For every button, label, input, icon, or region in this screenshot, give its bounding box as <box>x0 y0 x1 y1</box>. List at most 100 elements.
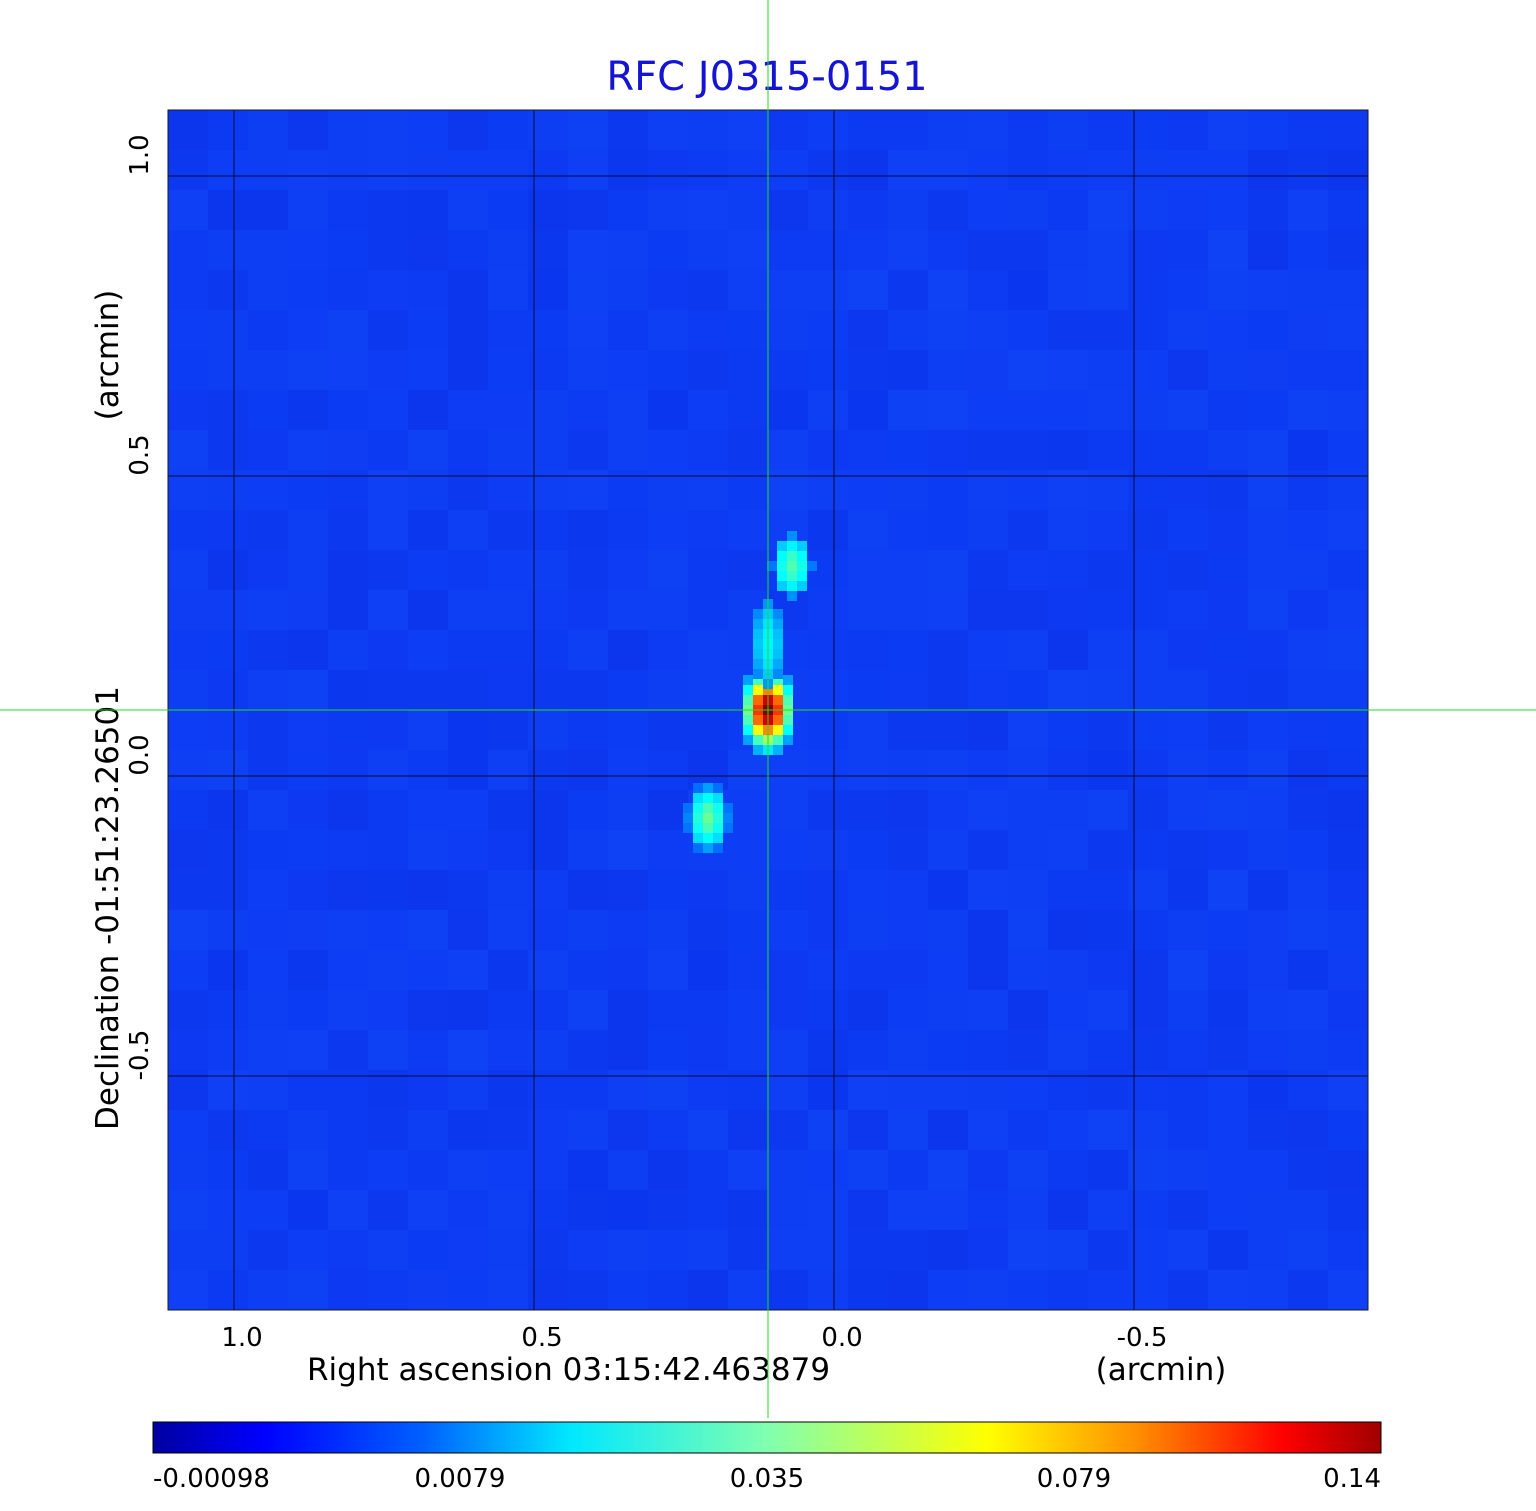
noise-cell <box>728 270 768 310</box>
noise-cell <box>168 1070 208 1110</box>
noise-cell <box>768 190 808 230</box>
noise-cell <box>808 790 848 830</box>
noise-cell <box>488 910 528 950</box>
noise-cell <box>648 1070 688 1110</box>
noise-cell <box>248 110 288 150</box>
noise-cell <box>208 1270 248 1310</box>
noise-cell <box>1168 110 1208 150</box>
noise-cell <box>848 790 888 830</box>
noise-cell <box>288 110 328 150</box>
source-pixel-core <box>773 725 783 735</box>
source-pixel-south-component <box>723 803 733 813</box>
noise-cell <box>688 1150 728 1190</box>
noise-cell <box>1248 830 1288 870</box>
noise-cell <box>568 1230 608 1270</box>
noise-cell <box>648 910 688 950</box>
source-pixel-south-component <box>713 793 723 803</box>
noise-cell <box>1208 1110 1248 1150</box>
noise-cell <box>168 350 208 390</box>
noise-cell <box>808 710 848 750</box>
noise-cell <box>1288 430 1328 470</box>
noise-cell <box>848 710 888 750</box>
noise-cell <box>248 1110 288 1150</box>
noise-cell <box>608 630 648 670</box>
noise-cell <box>688 670 728 710</box>
noise-cell <box>1008 1270 1048 1310</box>
noise-cell <box>1328 1030 1368 1070</box>
source-pixel-north-jet <box>797 571 807 581</box>
noise-cell <box>448 630 488 670</box>
source-pixel-core <box>773 735 783 745</box>
source-pixel-core <box>773 695 783 705</box>
noise-cell <box>568 950 608 990</box>
noise-cell <box>648 870 688 910</box>
noise-cell <box>1008 830 1048 870</box>
noise-cell <box>968 110 1008 150</box>
x-tick-labels: 1.0 0.5 0.0 -0.5 <box>221 1323 1167 1353</box>
noise-cell <box>1208 830 1248 870</box>
noise-cell <box>608 1190 648 1230</box>
noise-cell <box>1088 630 1128 670</box>
noise-cell <box>208 950 248 990</box>
noise-cell <box>1048 430 1088 470</box>
noise-cell <box>1168 630 1208 670</box>
noise-cell <box>1088 430 1128 470</box>
noise-cell <box>808 350 848 390</box>
noise-cell <box>1088 1110 1128 1150</box>
noise-cell <box>1168 230 1208 270</box>
noise-cell <box>648 950 688 990</box>
noise-cell <box>1048 1190 1088 1230</box>
noise-cell <box>848 670 888 710</box>
noise-cell <box>408 110 448 150</box>
noise-cell <box>1328 390 1368 430</box>
noise-cell <box>288 510 328 550</box>
noise-cell <box>208 150 248 190</box>
noise-cell <box>368 670 408 710</box>
source-pixel-south-component <box>703 843 713 853</box>
noise-cell <box>1288 870 1328 910</box>
y-tick-labels: 1.0 0.5 0.0 -0.5 <box>125 134 155 1080</box>
noise-cell <box>648 510 688 550</box>
noise-cell <box>768 750 808 790</box>
noise-cell <box>328 1270 368 1310</box>
noise-cell <box>208 230 248 270</box>
noise-cell <box>408 270 448 310</box>
noise-cell <box>288 790 328 830</box>
noise-cell <box>248 230 288 270</box>
noise-cell <box>968 390 1008 430</box>
noise-cell <box>248 750 288 790</box>
source-pixel-north-jet <box>767 561 777 571</box>
noise-cell <box>1248 590 1288 630</box>
noise-cell <box>1128 390 1168 430</box>
noise-cell <box>848 870 888 910</box>
noise-cell <box>168 670 208 710</box>
noise-cell <box>408 1230 448 1270</box>
noise-cell <box>648 750 688 790</box>
noise-cell <box>1168 430 1208 470</box>
noise-cell <box>1208 270 1248 310</box>
noise-cell <box>248 710 288 750</box>
source-pixel-south-component <box>683 823 693 833</box>
noise-cell <box>488 990 528 1030</box>
noise-cell <box>1008 1030 1048 1070</box>
source-pixel-jet-bridge <box>773 639 783 649</box>
noise-cell <box>1128 870 1168 910</box>
noise-cell <box>1248 550 1288 590</box>
noise-cell <box>728 750 768 790</box>
noise-cell <box>808 510 848 550</box>
noise-cell <box>288 950 328 990</box>
noise-cell <box>168 790 208 830</box>
noise-cell <box>808 950 848 990</box>
noise-cell <box>1168 1270 1208 1310</box>
noise-cell <box>248 1150 288 1190</box>
noise-cell <box>1328 470 1368 510</box>
noise-cell <box>968 830 1008 870</box>
noise-cell <box>1248 950 1288 990</box>
noise-cell <box>168 190 208 230</box>
noise-cell <box>848 310 888 350</box>
source-pixel-south-component <box>703 803 713 813</box>
source-pixel-north-jet <box>777 561 787 571</box>
noise-cell <box>728 1230 768 1270</box>
noise-cell <box>168 1030 208 1070</box>
noise-cell <box>1128 1150 1168 1190</box>
